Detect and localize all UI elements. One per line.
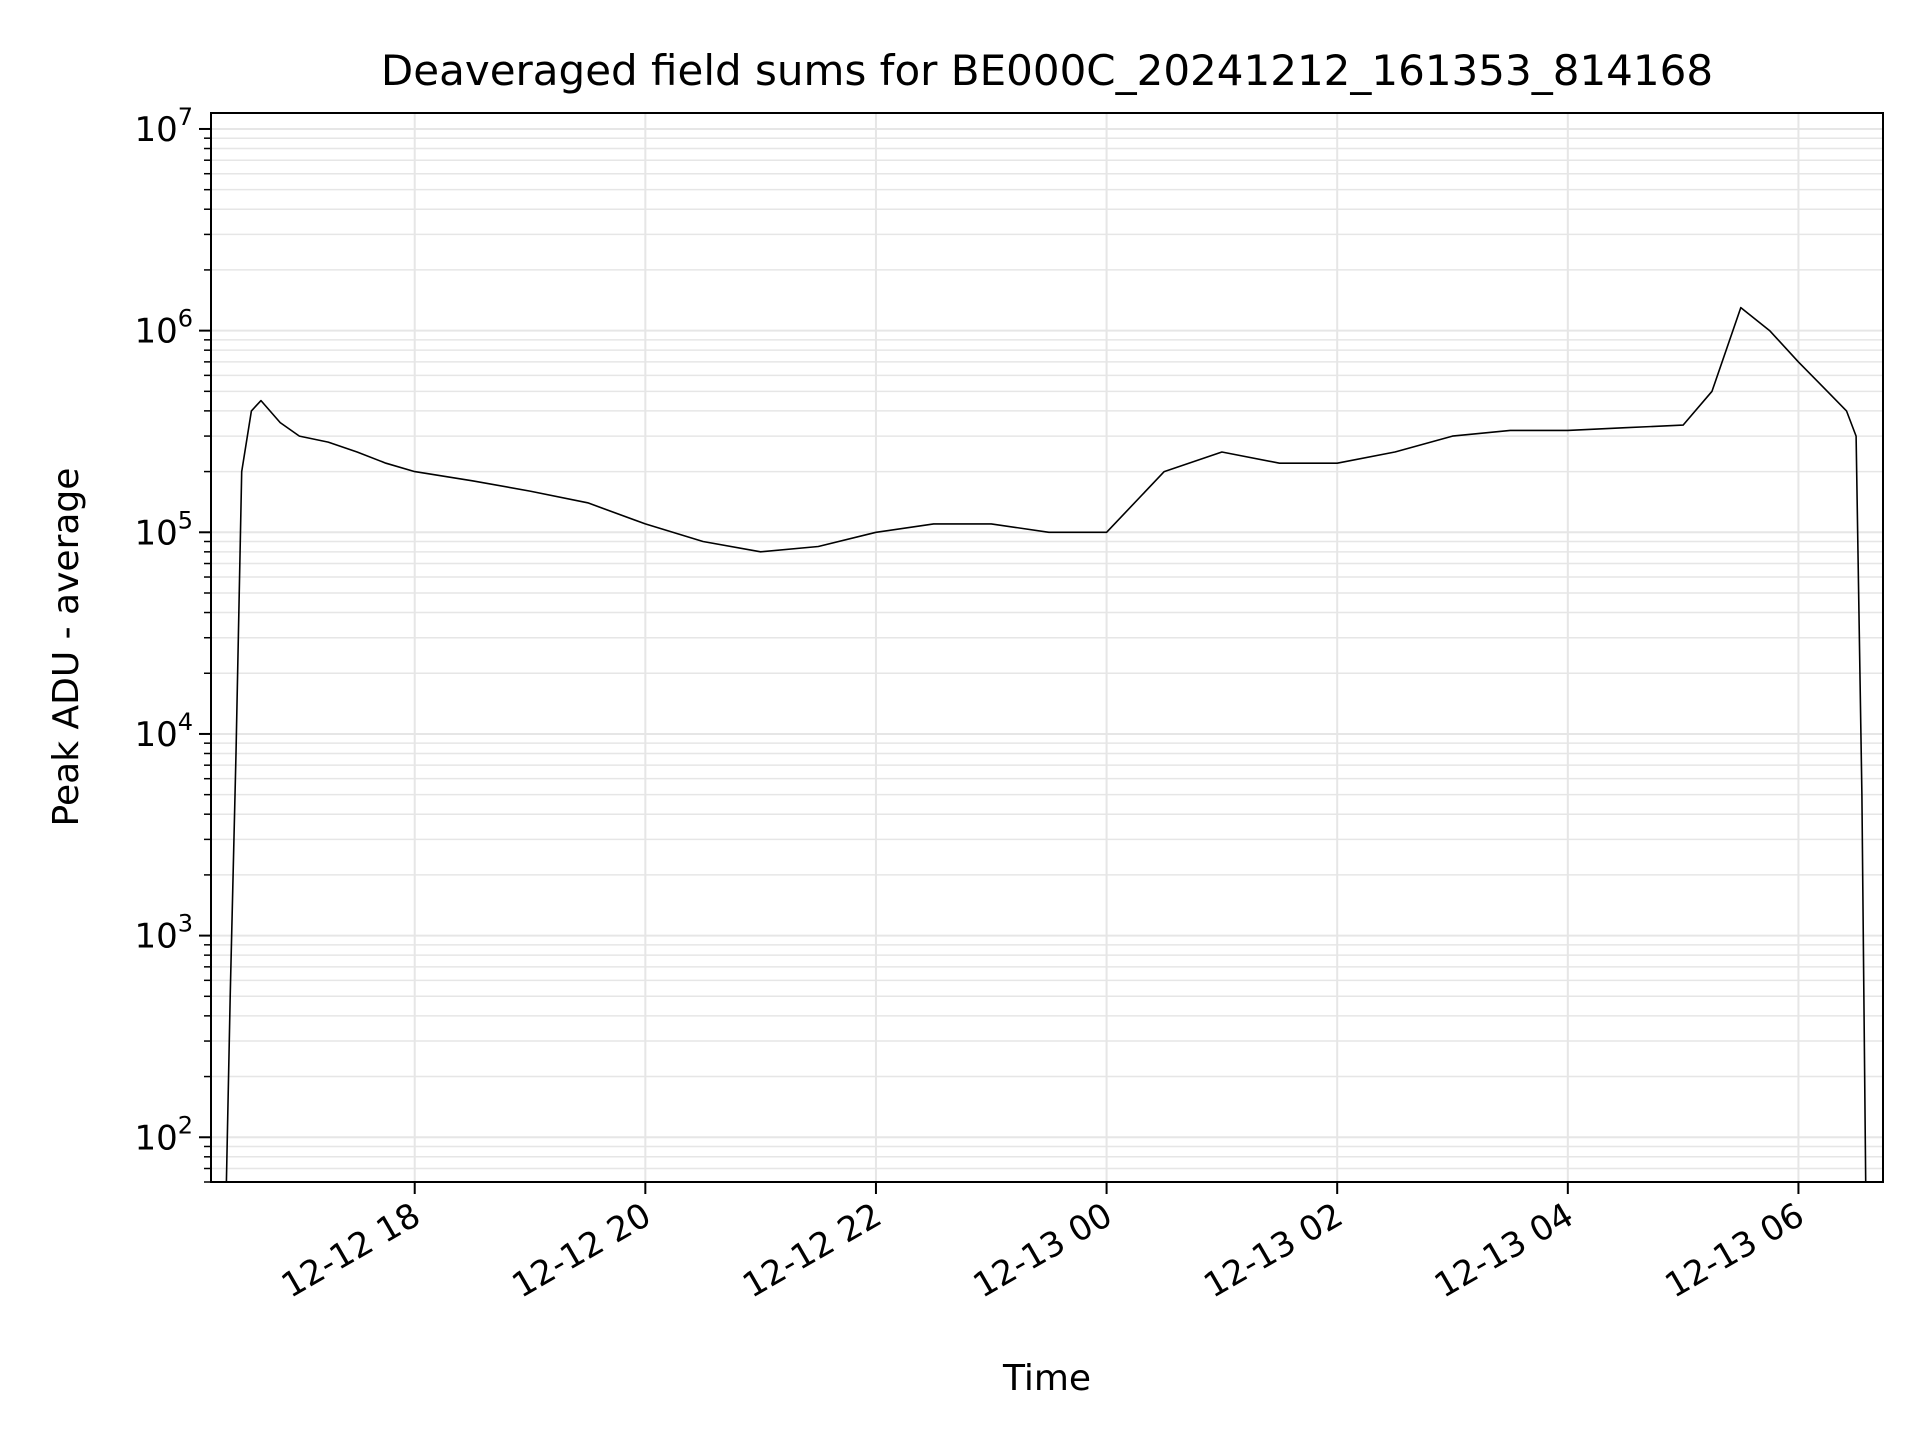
y-axis: 102 103 104 105 106 107	[134, 103, 211, 1183]
plot-frame	[210, 112, 1884, 1183]
data-line	[225, 306, 1867, 1183]
grid	[211, 113, 1883, 1183]
chart-title: Deaveraged field sums for BE000C_2024121…	[381, 46, 1713, 95]
y-tick-label: 102	[134, 1111, 193, 1158]
y-axis-label: Peak ADU - average	[46, 468, 87, 827]
y-tick-label: 106	[134, 305, 193, 352]
y-tick-label: 104	[134, 708, 193, 755]
y-tick-label: 105	[134, 506, 193, 553]
y-tick-label: 107	[134, 103, 193, 150]
y-tick-label: 103	[134, 910, 193, 957]
plot-area	[225, 306, 1867, 1183]
x-axis-label: Time	[1002, 1358, 1091, 1399]
